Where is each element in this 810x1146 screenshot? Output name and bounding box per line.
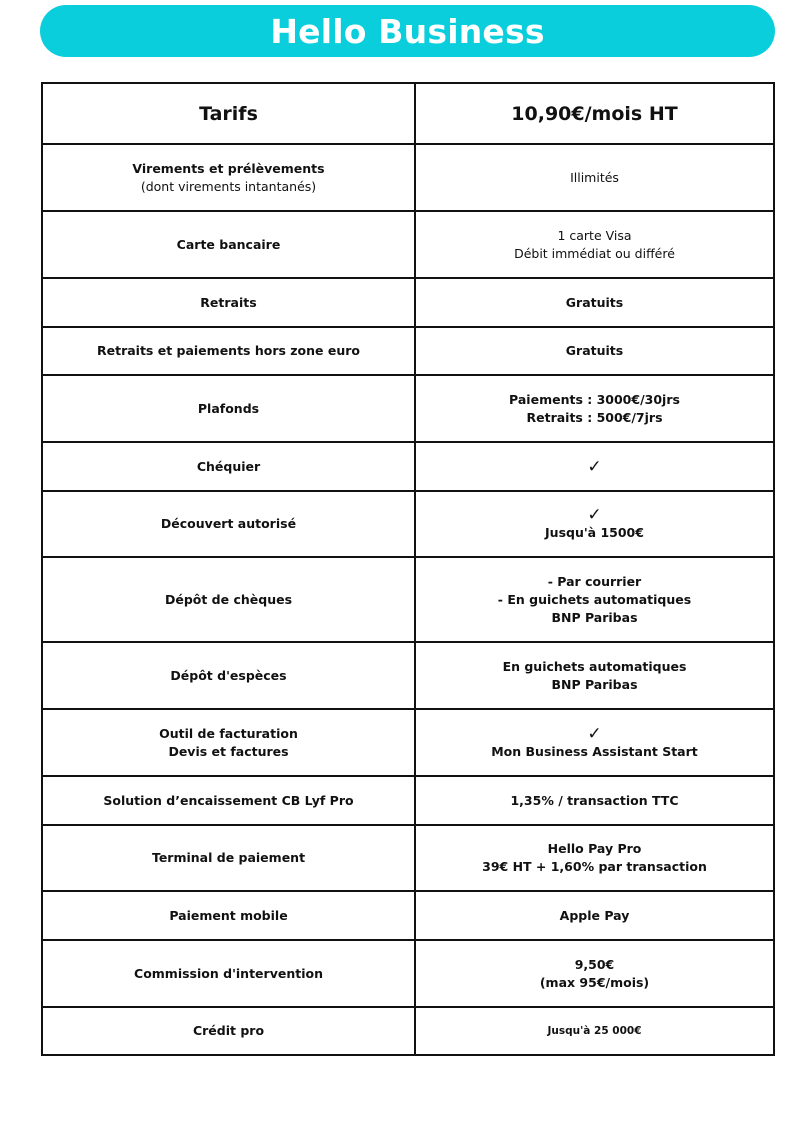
table-row: Paiement mobile Apple Pay	[41, 890, 775, 941]
row-value: Gratuits	[414, 277, 775, 328]
table-row: Outil de facturation Devis et factures ✓ Mo…	[41, 708, 775, 777]
row-value: ✓	[414, 441, 775, 492]
row-label-line: Crédit pro	[192, 1023, 265, 1038]
row-label: Paiement mobile	[41, 890, 416, 941]
row-label-line: Devis et factures	[168, 743, 289, 759]
row-value: Apple Pay	[414, 890, 775, 941]
row-label: Chéquier	[41, 441, 416, 492]
table-row: Plafonds Paiements : 3000€/30jrs Retraits …	[41, 374, 775, 443]
row-value: Hello Pay Pro 39€ HT + 1,60% par transact…	[414, 824, 775, 892]
table-row: Commission d'intervention 9,50€ (max 95€/m…	[41, 939, 775, 1008]
row-label-line: Commission d'intervention	[134, 965, 323, 981]
row-label: Virements et prélèvements (dont virements…	[41, 143, 416, 212]
row-value-line: 9,50€	[574, 956, 615, 972]
row-value-line: Apple Pay	[559, 907, 630, 923]
row-value-line: En guichets automatiques	[502, 658, 687, 674]
row-value-line: Gratuits	[565, 294, 624, 310]
header-label: Tarifs	[41, 82, 416, 145]
row-label: Outil de facturation Devis et factures	[41, 708, 416, 777]
table-row: Solution d’encaissement CB Lyf Pro 1,35% …	[41, 775, 775, 826]
row-label-line: Retraits et paiements hors zone euro	[96, 343, 360, 358]
row-label: Crédit pro	[41, 1006, 416, 1056]
row-value: - Par courrier - En guichets automatiques…	[414, 556, 775, 643]
row-value: 9,50€ (max 95€/mois)	[414, 939, 775, 1008]
row-value-line: Paiements : 3000€/30jrs	[509, 391, 680, 407]
row-value-line: 1,35% / transaction TTC	[510, 792, 679, 808]
row-value: Gratuits	[414, 326, 775, 376]
table-row: Dépôt de chèques - Par courrier - En guich…	[41, 556, 775, 643]
table-row: Carte bancaire 1 carte Visa Débit immédiat…	[41, 210, 775, 279]
row-value: 1 carte Visa Débit immédiat ou différé	[414, 210, 775, 279]
row-value-line: BNP Paribas	[551, 609, 638, 625]
row-label: Retraits et paiements hors zone euro	[41, 326, 416, 376]
row-value: Paiements : 3000€/30jrs Retraits : 500€/7…	[414, 374, 775, 443]
row-value-line: - En guichets automatiques	[497, 591, 692, 607]
row-label: Carte bancaire	[41, 210, 416, 279]
row-label: Plafonds	[41, 374, 416, 443]
table-row: Dépôt d'espèces En guichets automatiques B…	[41, 641, 775, 710]
row-value: En guichets automatiques BNP Paribas	[414, 641, 775, 710]
header-value: 10,90€/mois HT	[414, 82, 775, 145]
row-value-line: Hello Pay Pro	[547, 841, 642, 856]
checkmark-icon: ✓	[587, 456, 602, 477]
table-row: Virements et prélèvements (dont virements…	[41, 143, 775, 212]
row-label: Retraits	[41, 277, 416, 328]
page-title: Hello Business	[270, 11, 545, 51]
row-label-line: (dont virements intantanés)	[140, 178, 317, 194]
row-value: ✓ Mon Business Assistant Start	[414, 708, 775, 777]
row-value: ✓ Jusqu'à 1500€	[414, 490, 775, 558]
row-label: Dépôt de chèques	[41, 556, 416, 643]
row-label: Dépôt d'espèces	[41, 641, 416, 710]
row-label-line: Paiement mobile	[169, 907, 288, 923]
row-label-line: Découvert autorisé	[160, 516, 297, 531]
row-label: Solution d’encaissement CB Lyf Pro	[41, 775, 416, 826]
row-label-line: Outil de facturation	[159, 725, 298, 741]
row-label-line: Retraits	[200, 294, 257, 310]
row-value: Jusqu'à 25 000€	[414, 1006, 775, 1056]
row-label-line: Carte bancaire	[176, 236, 281, 252]
row-value-line: 39€ HT + 1,60% par transaction	[482, 859, 707, 874]
table-header-row: Tarifs 10,90€/mois HT	[41, 82, 775, 145]
row-label: Terminal de paiement	[41, 824, 416, 892]
row-value: 1,35% / transaction TTC	[414, 775, 775, 826]
row-value-line: Mon Business Assistant Start	[491, 743, 698, 759]
row-label-line: Dépôt de chèques	[164, 591, 293, 607]
title-banner: Hello Business	[40, 5, 775, 57]
row-label-line: Solution d’encaissement CB Lyf Pro	[103, 792, 354, 808]
row-value-line: Retraits : 500€/7jrs	[526, 409, 663, 425]
row-value-line: 1 carte Visa	[557, 227, 632, 243]
row-label: Découvert autorisé	[41, 490, 416, 558]
table-row: Terminal de paiement Hello Pay Pro 39€ HT …	[41, 824, 775, 892]
table-row: Chéquier ✓	[41, 441, 775, 492]
row-value-line: Illimités	[570, 169, 619, 185]
row-value-line: Jusqu'à 1500€	[545, 525, 644, 540]
row-value-line: Gratuits	[565, 343, 624, 358]
row-label-line: Dépôt d'espèces	[170, 667, 287, 683]
row-value-line: - Par courrier	[547, 573, 642, 589]
table-row: Crédit pro Jusqu'à 25 000€	[41, 1006, 775, 1056]
row-label-line: Terminal de paiement	[151, 850, 306, 865]
row-label-line: Virements et prélèvements	[132, 160, 325, 176]
row-value-line: BNP Paribas	[551, 676, 638, 692]
row-label-line: Plafonds	[197, 400, 260, 416]
row-value: Illimités	[414, 143, 775, 212]
table-row: Découvert autorisé ✓ Jusqu'à 1500€	[41, 490, 775, 558]
pricing-table: Tarifs 10,90€/mois HT Virements et prélè…	[41, 82, 775, 1056]
checkmark-icon: ✓	[587, 723, 602, 744]
row-label-line: Chéquier	[196, 458, 261, 474]
row-label: Commission d'intervention	[41, 939, 416, 1008]
table-row: Retraits et paiements hors zone euro Grat…	[41, 326, 775, 376]
row-value-line: (max 95€/mois)	[539, 974, 650, 990]
checkmark-icon: ✓	[587, 505, 602, 525]
table-row: Retraits Gratuits	[41, 277, 775, 328]
row-value-line: Débit immédiat ou différé	[514, 245, 675, 261]
row-value-line: Jusqu'à 25 000€	[547, 1025, 642, 1037]
